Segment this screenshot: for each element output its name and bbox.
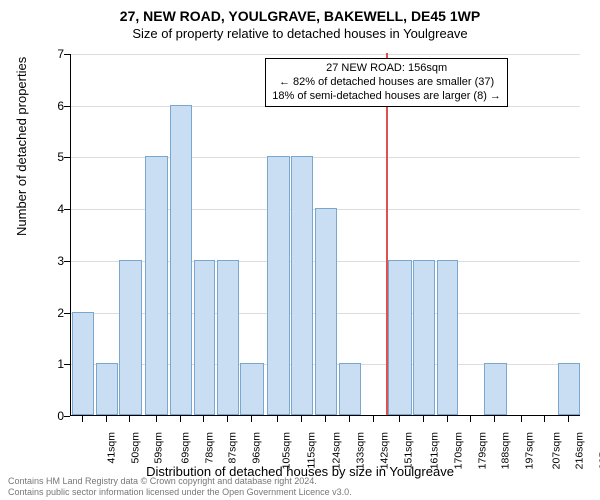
histogram-bar <box>194 260 216 415</box>
y-tick-label: 4 <box>57 202 64 216</box>
chart-subtitle: Size of property relative to detached ho… <box>0 26 600 41</box>
histogram-bar <box>217 260 239 415</box>
y-tick-label: 6 <box>57 99 64 113</box>
y-tick-label: 3 <box>57 254 64 268</box>
histogram-bar <box>315 208 337 415</box>
histogram-bar <box>558 363 580 415</box>
chart-plot-area: 27 NEW ROAD: 156sqm← 82% of detached hou… <box>70 54 580 416</box>
y-tick-label: 1 <box>57 357 64 371</box>
histogram-bar <box>96 363 118 415</box>
y-axis-label: Number of detached properties <box>14 57 29 236</box>
histogram-bar <box>437 260 459 415</box>
histogram-bar <box>339 363 361 415</box>
histogram-bar <box>119 260 142 415</box>
histogram-bar <box>72 312 94 415</box>
chart-title-address: 27, NEW ROAD, YOULGRAVE, BAKEWELL, DE45 … <box>0 8 600 24</box>
credit-line-1: Contains HM Land Registry data © Crown c… <box>8 476 317 486</box>
reference-line-156sqm <box>386 53 389 415</box>
histogram-bar <box>267 156 290 415</box>
histogram-bar <box>170 105 192 415</box>
chart-title-block: 27, NEW ROAD, YOULGRAVE, BAKEWELL, DE45 … <box>0 0 600 41</box>
x-tick-label: 87sqm <box>227 432 239 464</box>
y-tick-label: 0 <box>57 409 64 423</box>
x-tick-label: 96sqm <box>251 432 263 464</box>
y-tick-label: 7 <box>57 47 64 61</box>
x-tick-label: 41sqm <box>105 432 117 464</box>
histogram-bars <box>71 54 580 415</box>
x-tick-label: 50sqm <box>129 432 141 464</box>
histogram-bar <box>145 156 168 415</box>
histogram-bar <box>240 363 263 415</box>
histogram-bar <box>388 260 411 415</box>
credit-line-2: Contains public sector information licen… <box>8 487 352 497</box>
x-tick-label: 69sqm <box>179 432 191 464</box>
x-tick-label: 59sqm <box>153 432 165 464</box>
histogram-bar <box>291 156 313 415</box>
y-tick-label: 2 <box>57 306 64 320</box>
histogram-bar <box>413 260 435 415</box>
histogram-bar <box>484 363 507 415</box>
y-tick-label: 5 <box>57 150 64 164</box>
x-tick-label: 78sqm <box>203 432 215 464</box>
annotation-box: 27 NEW ROAD: 156sqm← 82% of detached hou… <box>265 58 508 107</box>
